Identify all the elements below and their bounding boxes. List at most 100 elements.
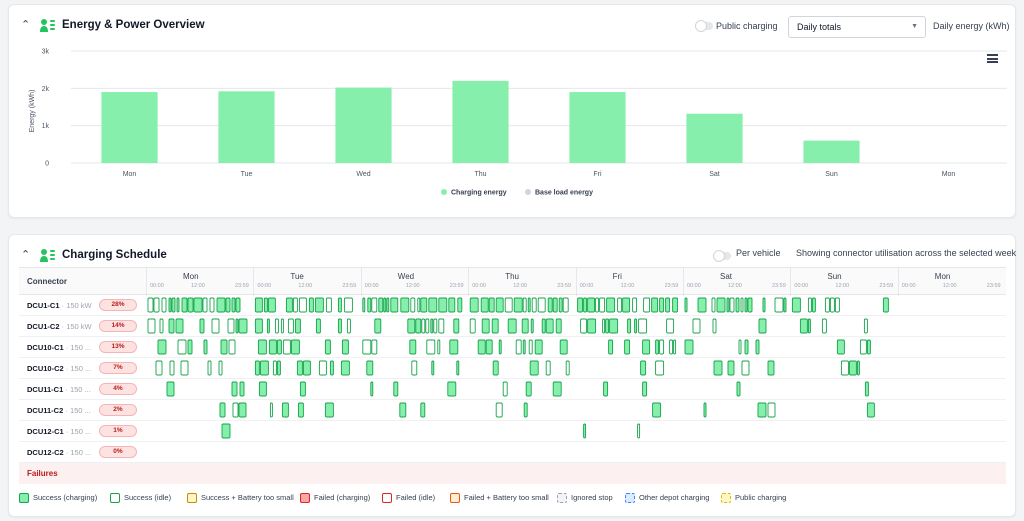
- charging-session-block[interactable]: [469, 318, 476, 334]
- bar-charging-energy[interactable]: [686, 113, 743, 163]
- connector-row[interactable]: DCU1-C2 · 150 kW 14%: [19, 316, 1006, 337]
- charging-session-block[interactable]: [547, 297, 553, 313]
- charging-session-block[interactable]: [643, 297, 651, 313]
- charging-session-block[interactable]: [882, 297, 889, 313]
- charging-session-block[interactable]: [758, 318, 767, 334]
- charging-session-block[interactable]: [308, 297, 314, 313]
- charging-session-block[interactable]: [747, 297, 753, 313]
- charging-session-block[interactable]: [425, 318, 430, 334]
- charging-session-block[interactable]: [430, 318, 434, 334]
- charging-session-block[interactable]: [239, 381, 245, 397]
- charging-session-block[interactable]: [393, 381, 399, 397]
- charging-session-block[interactable]: [774, 297, 784, 313]
- charging-session-block[interactable]: [386, 297, 390, 313]
- charging-session-block[interactable]: [545, 360, 551, 376]
- charging-session-block[interactable]: [438, 318, 445, 334]
- charging-session-block[interactable]: [741, 360, 750, 376]
- charging-session-block[interactable]: [729, 297, 735, 313]
- charging-session-block[interactable]: [407, 318, 416, 334]
- charging-session-block[interactable]: [541, 318, 546, 334]
- charging-session-block[interactable]: [378, 297, 384, 313]
- charging-session-block[interactable]: [755, 339, 760, 355]
- charging-session-block[interactable]: [324, 402, 334, 418]
- charging-session-block[interactable]: [346, 318, 351, 334]
- charging-session-block[interactable]: [437, 339, 441, 355]
- charging-session-block[interactable]: [329, 360, 334, 376]
- charging-session-block[interactable]: [202, 297, 208, 313]
- bar-charging-energy[interactable]: [101, 92, 158, 163]
- charging-session-block[interactable]: [199, 318, 205, 334]
- charging-session-block[interactable]: [659, 339, 665, 355]
- charging-session-block[interactable]: [791, 297, 801, 313]
- charging-session-block[interactable]: [488, 297, 495, 313]
- charging-session-block[interactable]: [216, 297, 226, 313]
- charging-session-block[interactable]: [254, 360, 260, 376]
- charging-session-block[interactable]: [552, 381, 562, 397]
- charging-session-block[interactable]: [521, 318, 529, 334]
- charging-session-block[interactable]: [337, 318, 342, 334]
- charging-session-block[interactable]: [428, 297, 438, 313]
- charging-session-block[interactable]: [263, 297, 268, 313]
- charging-session-block[interactable]: [238, 402, 247, 418]
- charging-session-block[interactable]: [672, 297, 679, 313]
- charging-session-block[interactable]: [577, 297, 584, 313]
- charging-session-block[interactable]: [193, 297, 203, 313]
- charging-session-block[interactable]: [417, 297, 421, 313]
- charging-session-block[interactable]: [692, 318, 701, 334]
- charging-session-block[interactable]: [411, 360, 418, 376]
- charging-session-block[interactable]: [583, 297, 588, 313]
- charging-session-block[interactable]: [209, 297, 215, 313]
- charging-session-block[interactable]: [713, 360, 723, 376]
- charging-session-block[interactable]: [221, 423, 231, 439]
- charging-session-block[interactable]: [531, 297, 537, 313]
- charging-session-block[interactable]: [447, 381, 457, 397]
- charging-session-block[interactable]: [735, 297, 740, 313]
- charging-session-block[interactable]: [400, 297, 410, 313]
- charging-session-block[interactable]: [272, 360, 277, 376]
- charging-session-block[interactable]: [259, 360, 269, 376]
- charging-session-block[interactable]: [834, 297, 840, 313]
- charging-session-block[interactable]: [477, 339, 486, 355]
- charging-session-block[interactable]: [651, 297, 659, 313]
- charging-session-block[interactable]: [638, 318, 648, 334]
- charging-session-block[interactable]: [147, 297, 154, 313]
- charging-session-block[interactable]: [627, 318, 632, 334]
- charging-session-block[interactable]: [622, 297, 631, 313]
- charging-session-block[interactable]: [290, 339, 300, 355]
- charging-session-block[interactable]: [840, 360, 849, 376]
- charging-session-block[interactable]: [147, 318, 156, 334]
- charging-session-block[interactable]: [515, 339, 522, 355]
- charging-session-block[interactable]: [580, 318, 588, 334]
- charging-session-block[interactable]: [177, 339, 187, 355]
- charging-session-block[interactable]: [231, 381, 238, 397]
- charging-session-block[interactable]: [562, 297, 569, 313]
- charging-session-block[interactable]: [282, 339, 291, 355]
- charging-session-block[interactable]: [534, 339, 543, 355]
- charging-session-block[interactable]: [599, 297, 606, 313]
- charging-session-block[interactable]: [153, 297, 160, 313]
- charging-session-block[interactable]: [314, 297, 324, 313]
- charging-session-block[interactable]: [740, 297, 744, 313]
- charging-session-block[interactable]: [431, 360, 435, 376]
- charging-session-block[interactable]: [281, 402, 289, 418]
- charging-session-block[interactable]: [659, 297, 665, 313]
- collapse-chevron-icon[interactable]: ⌃: [21, 19, 31, 31]
- charging-session-block[interactable]: [433, 318, 438, 334]
- bar-charging-energy[interactable]: [452, 80, 509, 163]
- charging-session-block[interactable]: [492, 360, 499, 376]
- charging-session-block[interactable]: [640, 360, 647, 376]
- charging-session-block[interactable]: [175, 318, 184, 334]
- charging-session-block[interactable]: [642, 339, 651, 355]
- charging-session-block[interactable]: [799, 318, 808, 334]
- charging-session-block[interactable]: [362, 297, 366, 313]
- charging-session-block[interactable]: [457, 297, 463, 313]
- charging-session-block[interactable]: [225, 297, 231, 313]
- charging-session-block[interactable]: [266, 318, 270, 334]
- charging-session-block[interactable]: [238, 318, 248, 334]
- charging-session-block[interactable]: [665, 297, 671, 313]
- charging-session-block[interactable]: [545, 318, 554, 334]
- charging-session-block[interactable]: [343, 297, 353, 313]
- connector-row[interactable]: DCU10-C2 · 150 ... 7%: [19, 358, 1006, 379]
- charging-session-block[interactable]: [232, 402, 239, 418]
- charging-session-block[interactable]: [525, 381, 532, 397]
